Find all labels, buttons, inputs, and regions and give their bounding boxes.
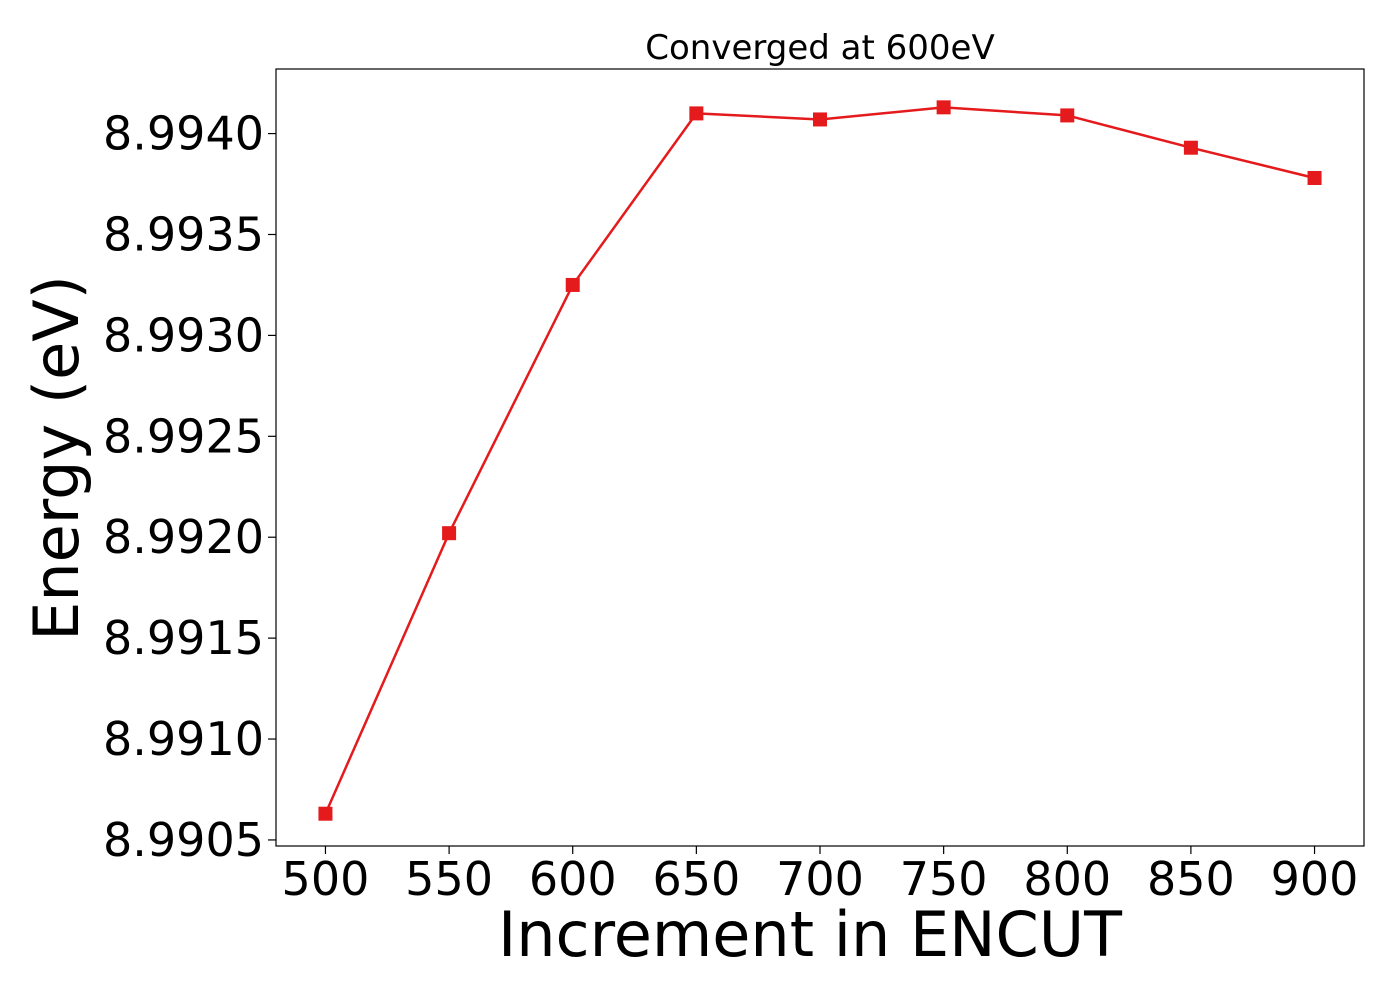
plot-area: 500 550 600 650 700 750 800 850 900 8.9905 8.9910 8… — [103, 68, 1365, 906]
data-point-marker — [565, 277, 580, 292]
y-axis-title: Energy (eV) — [20, 275, 93, 641]
data-point-marker — [689, 106, 704, 121]
y-tick-label: 8.9910 — [103, 712, 264, 766]
plot-frame — [275, 68, 1365, 847]
chart-title: Converged at 600eV — [645, 28, 994, 68]
data-point-marker — [442, 526, 457, 541]
x-tick-label: 650 — [652, 852, 740, 906]
data-point-marker — [936, 100, 951, 115]
x-tick-label: 500 — [282, 852, 370, 906]
x-tick-label: 800 — [1023, 852, 1111, 906]
y-tick-label: 8.9935 — [103, 207, 264, 261]
x-tick-label: 750 — [900, 852, 988, 906]
y-tick-label: 8.9940 — [103, 107, 264, 161]
y-tick-label: 8.9915 — [103, 611, 264, 665]
y-tick-label: 8.9925 — [103, 409, 264, 463]
data-point-marker — [318, 806, 333, 821]
y-tick-label: 8.9930 — [103, 308, 264, 362]
x-tick-label: 900 — [1271, 852, 1359, 906]
data-point-marker — [1060, 108, 1075, 123]
y-tick-label: 8.9920 — [103, 510, 264, 564]
x-axis-title: Increment in ENCUT — [498, 898, 1123, 971]
x-tick-label: 850 — [1147, 852, 1235, 906]
x-tick-label: 600 — [529, 852, 617, 906]
data-point-marker — [813, 112, 827, 127]
series-line — [324, 106, 1315, 815]
x-tick-label: 700 — [776, 852, 864, 906]
data-point-marker — [1183, 140, 1198, 155]
y-tick-label: 8.9905 — [103, 813, 264, 867]
data-point-marker — [1307, 170, 1322, 185]
x-tick-label: 550 — [405, 852, 493, 906]
